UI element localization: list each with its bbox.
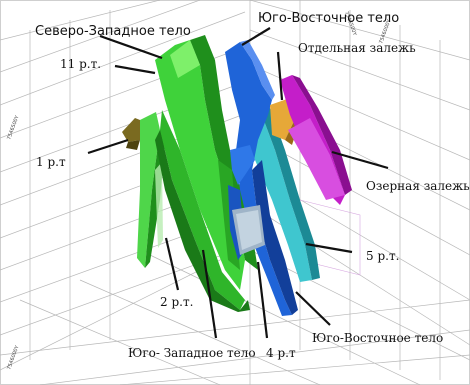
label-ore-body-1: 1 р.т	[36, 155, 66, 169]
label-ore-body-2: 2 р.т.	[160, 295, 193, 309]
label-sw-body: Юго- Западное тело	[128, 346, 256, 360]
label-separate-deposit: Отдельная залежь	[298, 41, 416, 55]
se-blue-body	[225, 40, 298, 316]
leader-ore-5	[305, 242, 353, 254]
ore-body-1-olive	[122, 118, 145, 150]
label-se-body-top: Юго-Восточное тело	[258, 11, 399, 26]
label-se-body-bottom: Юго-Восточное тело	[312, 331, 443, 345]
label-lake-deposit: Озерная залежь	[366, 179, 470, 193]
leader-lake-deposit	[331, 150, 389, 170]
leader-ore-2	[164, 237, 180, 291]
label-ore-body-4: 4 р.т	[266, 346, 296, 360]
leader-ore-1	[87, 138, 129, 155]
leader-ore-11	[114, 64, 156, 75]
leader-separate-deposit	[276, 51, 284, 101]
leader-se-body-top	[241, 27, 271, 46]
leader-ore-4	[256, 261, 269, 339]
label-nw-body: Северо-Западное тело	[35, 24, 191, 39]
leader-nw-body	[99, 34, 163, 60]
axis-tick-left: 7546500Y	[6, 114, 21, 141]
label-ore-body-5: 5 р.т.	[366, 249, 399, 263]
leader-se-body-bottom	[295, 291, 331, 326]
leader-sw-body	[201, 249, 218, 339]
leader-lines	[87, 27, 389, 339]
label-ore-body-11: 11 р.т.	[60, 57, 101, 71]
lake-deposit-body	[280, 75, 352, 205]
axis-tick-bottom-left: 7546000Y	[6, 344, 21, 371]
cyan-body-5	[240, 108, 320, 282]
